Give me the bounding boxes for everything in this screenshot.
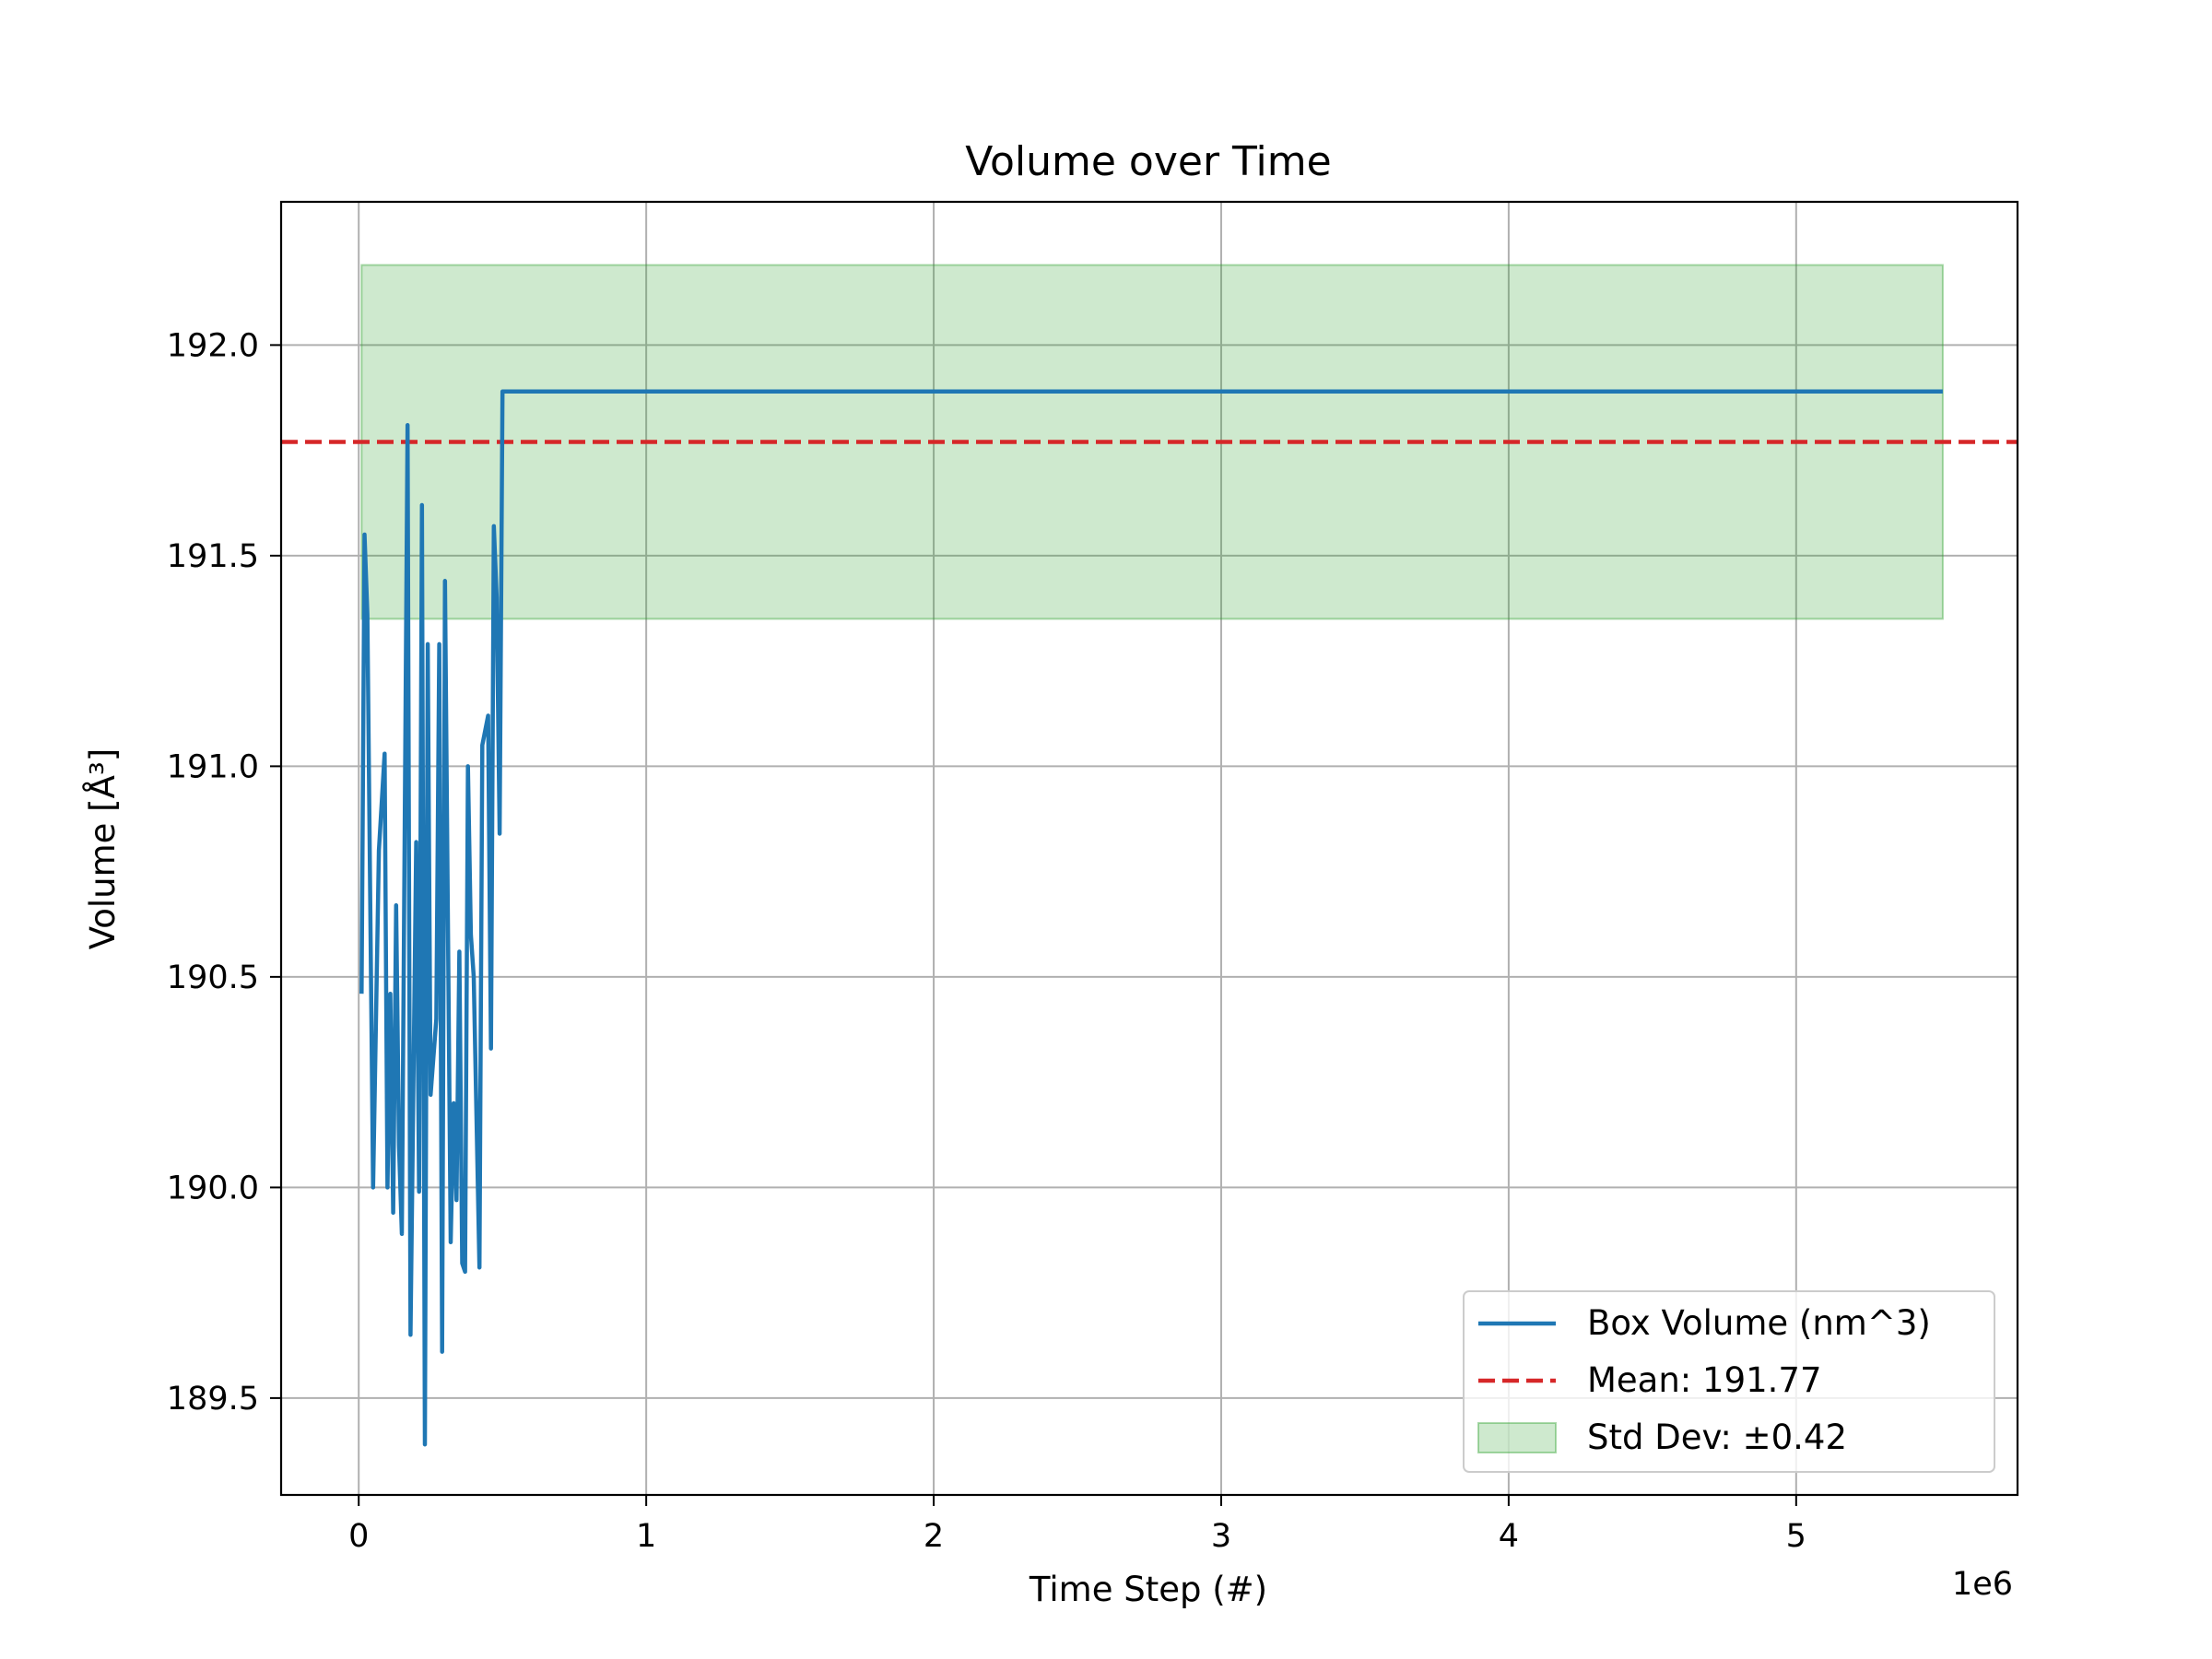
legend-box bbox=[1463, 1290, 1995, 1473]
x-axis-label: Time Step (#) bbox=[1029, 1570, 1267, 1609]
x-tick-label: 2 bbox=[924, 1518, 944, 1555]
x-tick-label: 3 bbox=[1211, 1518, 1231, 1555]
legend-label-volume: Box Volume (nm^3) bbox=[1587, 1303, 1931, 1343]
volume-series-line bbox=[359, 389, 1943, 1447]
legend: Box Volume (nm^3) Mean: 191.77 Std Dev: … bbox=[1463, 1290, 1995, 1473]
legend-label-std-dev: Std Dev: ±0.42 bbox=[1587, 1418, 1847, 1457]
y-tick-label: 190.5 bbox=[167, 959, 259, 996]
legend-label-mean: Mean: 191.77 bbox=[1587, 1360, 1822, 1400]
plot-frame bbox=[279, 200, 2019, 1497]
y-tick-label: 189.5 bbox=[167, 1381, 259, 1418]
y-tick-label: 192.0 bbox=[167, 327, 259, 364]
x-tick-label: 4 bbox=[1499, 1518, 1519, 1555]
y-tick-label: 191.5 bbox=[167, 538, 259, 575]
y-axis-label: Volume [Å³] bbox=[82, 748, 123, 949]
y-tick-label: 190.0 bbox=[167, 1170, 259, 1206]
y-tick-label: 191.0 bbox=[167, 748, 259, 785]
x-axis-offset-label: 1e6 bbox=[1952, 1566, 2013, 1603]
grid bbox=[281, 202, 2018, 1495]
volume-series-layer bbox=[359, 389, 1943, 1447]
legend-swatch-std-dev bbox=[1477, 1422, 1557, 1453]
x-tick-label: 5 bbox=[1786, 1518, 1806, 1555]
x-tick-label: 0 bbox=[348, 1518, 369, 1555]
x-tick-label: 1 bbox=[636, 1518, 656, 1555]
chart-title: Volume over Time bbox=[965, 138, 1331, 185]
x-axis-ticks: 0 1 2 3 4 5 bbox=[348, 1495, 1806, 1555]
y-axis-ticks: 189.5 190.0 190.5 191.0 191.5 192.0 bbox=[167, 327, 281, 1418]
